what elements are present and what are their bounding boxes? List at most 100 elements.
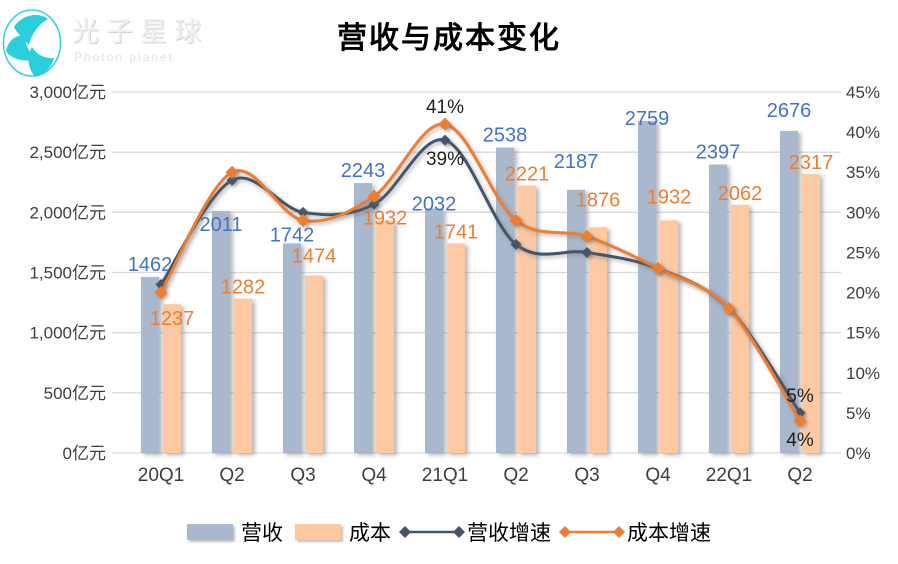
right-axis-tick: 15% xyxy=(846,324,880,343)
chart-legend: 营收 成本 营收增速 成本增速 xyxy=(0,517,898,547)
revenue-value-label: 2011 xyxy=(199,214,242,236)
revenue-value-label: 2187 xyxy=(554,151,599,173)
right-axis-tick: 10% xyxy=(846,364,880,383)
revenue-growth-marker xyxy=(226,174,238,186)
brand-logo: 光子星球 Photon planet xyxy=(2,4,208,78)
cost-growth-marker xyxy=(367,189,381,203)
left-axis-tick: 500亿元 xyxy=(44,384,106,403)
x-axis-label: 20Q1 xyxy=(138,465,184,486)
right-axis-tick: 30% xyxy=(846,203,880,222)
x-axis-label: Q2 xyxy=(219,465,244,486)
cost-growth-marker xyxy=(296,213,310,227)
x-axis-label: Q2 xyxy=(503,465,528,486)
cost-growth-line-icon xyxy=(559,526,625,538)
cost-growth-marker xyxy=(580,229,594,243)
right-axis-tick: 40% xyxy=(846,123,880,142)
x-axis-label: Q4 xyxy=(361,465,387,486)
cost-value-label: 1237 xyxy=(150,308,195,330)
cost-value-label: 1876 xyxy=(576,189,621,211)
revenue-bar xyxy=(638,121,656,453)
left-axis-tick: 0亿元 xyxy=(63,444,106,463)
cost-growth-marker xyxy=(225,165,239,179)
left-axis-tick: 1,000亿元 xyxy=(29,324,106,343)
revenue-growth-marker xyxy=(297,206,309,218)
revenue-growth-marker xyxy=(368,198,380,210)
revenue-bar xyxy=(212,211,230,453)
revenue-value-label: 1742 xyxy=(270,224,315,246)
revenue-growth-marker xyxy=(581,246,593,258)
cost-bar xyxy=(376,220,394,453)
cost-growth-marker xyxy=(793,414,807,428)
cost-bar xyxy=(731,204,749,453)
legend-item-revenue-growth: 营收增速 xyxy=(397,517,551,547)
right-axis-tick: 45% xyxy=(846,83,880,102)
cost-value-label: 1932 xyxy=(363,208,408,230)
cost-bar xyxy=(660,220,678,453)
cost-growth-marker xyxy=(154,286,168,300)
right-axis-tick: 25% xyxy=(846,243,880,262)
revenue-bar xyxy=(780,130,798,453)
cost-bar xyxy=(163,304,181,453)
brand-text: 光子星球 Photon planet xyxy=(72,10,208,64)
cost-value-label: 1741 xyxy=(434,221,479,243)
revenue-growth-marker xyxy=(510,238,522,250)
revenue-bar xyxy=(496,147,514,453)
revenue-value-label: 2243 xyxy=(341,160,386,182)
left-axis-tick: 1,500亿元 xyxy=(29,264,106,283)
revenue-value-label: 2397 xyxy=(696,142,741,164)
cost-value-label: 2062 xyxy=(718,183,763,205)
legend-item-cost: 成本 xyxy=(283,517,391,547)
cost-bar xyxy=(589,227,607,453)
cost-growth-marker xyxy=(722,302,736,316)
revenue-bar xyxy=(283,243,301,453)
revenue-value-label: 2676 xyxy=(767,100,812,122)
cost-bar xyxy=(447,243,465,453)
chart-title: 营收与成本变化 xyxy=(337,22,561,55)
photon-planet-icon xyxy=(2,9,62,77)
x-axis-label: Q2 xyxy=(787,465,812,486)
cost-bar xyxy=(802,174,820,453)
revenue-bar xyxy=(709,164,727,453)
legend-label-cost-growth: 成本增速 xyxy=(627,522,711,545)
x-axis-label: 22Q1 xyxy=(706,465,752,486)
cost-bar xyxy=(305,275,323,453)
revenue-value-label: 2759 xyxy=(625,108,670,130)
cost-value-label: 1932 xyxy=(647,187,692,209)
legend-item-revenue: 营收 xyxy=(187,517,283,547)
x-axis-label: Q3 xyxy=(574,465,599,486)
right-axis-tick: 35% xyxy=(846,163,880,182)
revenue-bar xyxy=(425,208,443,453)
x-axis-label: Q4 xyxy=(645,465,671,486)
x-axis-label: Q3 xyxy=(290,465,315,486)
left-axis-tick: 2,500亿元 xyxy=(29,143,106,162)
legend-label-revenue-growth: 营收增速 xyxy=(467,522,551,545)
legend-item-cost-growth: 成本增速 xyxy=(557,517,711,547)
right-axis-tick: 5% xyxy=(846,404,871,423)
brand-name-cn: 光子星球 xyxy=(72,17,208,47)
cost-growth-marker xyxy=(509,213,523,227)
brand-name-en: Photon planet xyxy=(74,50,175,64)
revenue-value-label: 2032 xyxy=(412,193,457,215)
revenue-bar xyxy=(141,277,159,453)
cost-value-label: 1474 xyxy=(292,246,337,268)
x-axis-label: 21Q1 xyxy=(422,465,468,486)
cost-value-label: 2221 xyxy=(505,164,550,186)
growth-point-label: 4% xyxy=(786,430,814,451)
right-axis-tick: 20% xyxy=(846,284,880,303)
revenue-value-label: 1462 xyxy=(128,254,173,276)
revenue-growth-line-icon xyxy=(399,526,465,538)
cost-growth-marker xyxy=(438,117,452,131)
revenue-value-label: 2538 xyxy=(483,125,528,147)
cost-swatch xyxy=(295,524,341,540)
revenue-growth-marker xyxy=(439,134,451,146)
cost-bar xyxy=(234,298,252,453)
cost-growth-line xyxy=(159,122,802,423)
growth-point-label: 39% xyxy=(426,149,464,170)
growth-point-label: 41% xyxy=(426,97,464,118)
cost-growth-marker xyxy=(651,261,665,275)
right-axis-tick: 0% xyxy=(846,444,871,463)
left-axis-tick: 2,000亿元 xyxy=(29,203,106,222)
revenue-swatch xyxy=(187,524,233,540)
